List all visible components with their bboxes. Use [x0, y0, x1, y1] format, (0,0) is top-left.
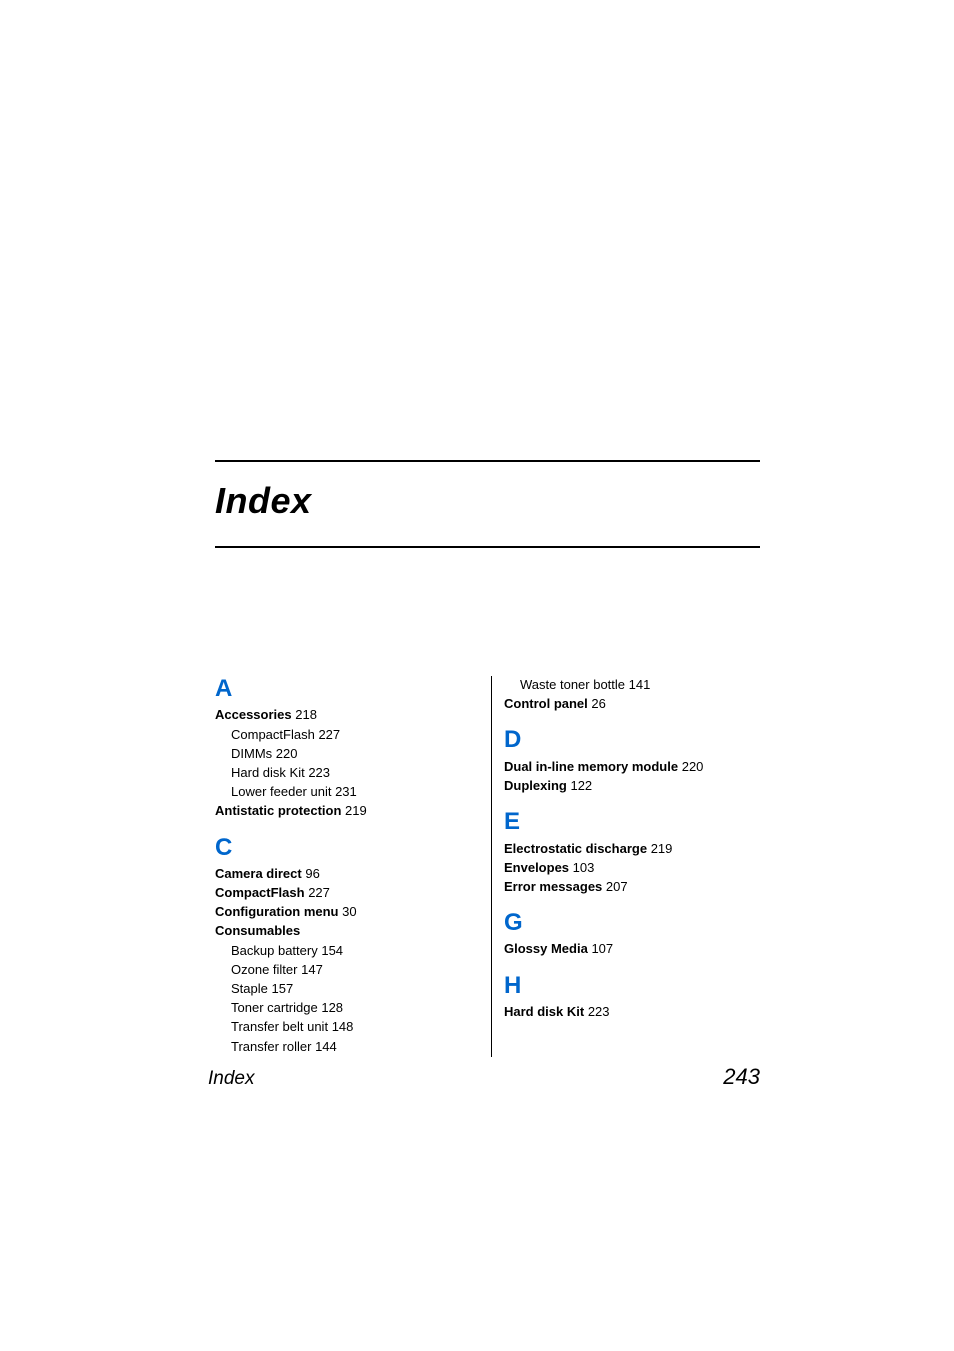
index-subentry: Transfer belt unit 148 — [231, 1018, 475, 1036]
index-entry: Duplexing 122 — [504, 777, 751, 795]
index-term: CompactFlash — [215, 885, 305, 900]
index-subentry: Toner cartridge 128 — [231, 999, 475, 1017]
index-entry: Dual in-line memory module 220 — [504, 758, 751, 776]
index-subentry: Backup battery 154 — [231, 942, 475, 960]
index-columns: AAccessories 218CompactFlash 227DIMMs 22… — [215, 676, 760, 1057]
index-term: Control panel — [504, 696, 588, 711]
index-entry: CompactFlash 227 — [215, 884, 475, 902]
index-page-ref: 30 — [342, 904, 356, 919]
index-page-ref: 147 — [301, 962, 323, 977]
index-entry: Configuration menu 30 — [215, 903, 475, 921]
index-sub-label: Ozone filter — [231, 962, 297, 977]
index-page-ref: 122 — [570, 778, 592, 793]
index-entry: Antistatic protection 219 — [215, 802, 475, 820]
index-page-ref: 157 — [272, 981, 294, 996]
index-page-ref: 220 — [682, 759, 704, 774]
index-term: Camera direct — [215, 866, 302, 881]
index-term: Hard disk Kit — [504, 1004, 584, 1019]
index-term: Error messages — [504, 879, 602, 894]
index-subentry: Ozone filter 147 — [231, 961, 475, 979]
index-page-ref: 223 — [308, 765, 330, 780]
index-sub-label: CompactFlash — [231, 727, 315, 742]
index-sub-label: Lower feeder unit — [231, 784, 331, 799]
index-term: Configuration menu — [215, 904, 339, 919]
index-term: Accessories — [215, 707, 292, 722]
index-entry: Hard disk Kit 223 — [504, 1003, 751, 1021]
index-letter-e: E — [504, 809, 751, 835]
index-term: Glossy Media — [504, 941, 588, 956]
index-entry: Electrostatic discharge 219 — [504, 840, 751, 858]
index-subentry: DIMMs 220 — [231, 745, 475, 763]
index-entry: Error messages 207 — [504, 878, 751, 896]
index-page-ref: 220 — [276, 746, 298, 761]
index-term: Dual in-line memory module — [504, 759, 678, 774]
index-page-ref: 231 — [335, 784, 357, 799]
index-page-ref: 219 — [651, 841, 673, 856]
page-footer: Index 243 — [208, 1064, 760, 1090]
index-term: Envelopes — [504, 860, 569, 875]
index-page-ref: 227 — [318, 727, 340, 742]
index-page-ref: 207 — [606, 879, 628, 894]
index-term: Duplexing — [504, 778, 567, 793]
index-page-ref: 227 — [308, 885, 330, 900]
index-page-ref: 26 — [591, 696, 605, 711]
index-term: Consumables — [215, 923, 300, 938]
index-letter-a: A — [215, 676, 475, 702]
index-page-ref: 128 — [321, 1000, 343, 1015]
index-page-ref: 148 — [332, 1019, 354, 1034]
index-sub-label: Staple — [231, 981, 268, 996]
index-column-left: AAccessories 218CompactFlash 227DIMMs 22… — [215, 676, 491, 1057]
index-page-ref: 103 — [573, 860, 595, 875]
index-subentry: Hard disk Kit 223 — [231, 764, 475, 782]
index-term: Electrostatic discharge — [504, 841, 647, 856]
index-sub-label: Waste toner bottle — [520, 677, 625, 692]
index-page-ref: 218 — [295, 707, 317, 722]
index-sub-label: Toner cartridge — [231, 1000, 318, 1015]
index-subentry: Lower feeder unit 231 — [231, 783, 475, 801]
index-term: Antistatic protection — [215, 803, 341, 818]
index-sub-label: Transfer belt unit — [231, 1019, 328, 1034]
index-entry: Consumables — [215, 922, 475, 940]
index-page-ref: 219 — [345, 803, 367, 818]
footer-title: Index — [208, 1068, 254, 1090]
index-column-right: Waste toner bottle 141Control panel 26DD… — [491, 676, 751, 1057]
index-entry: Envelopes 103 — [504, 859, 751, 877]
index-subentry: Waste toner bottle 141 — [520, 676, 751, 694]
index-entry: Camera direct 96 — [215, 865, 475, 883]
index-page: Index AAccessories 218CompactFlash 227DI… — [215, 460, 760, 1057]
index-entry: Control panel 26 — [504, 695, 751, 713]
page-title: Index — [215, 480, 760, 522]
index-letter-c: C — [215, 835, 475, 861]
index-page-ref: 141 — [629, 677, 651, 692]
index-entry: Glossy Media 107 — [504, 940, 751, 958]
index-sub-label: DIMMs — [231, 746, 272, 761]
index-subentry: Transfer roller 144 — [231, 1038, 475, 1056]
title-block: Index — [215, 460, 760, 548]
index-sub-label: Hard disk Kit — [231, 765, 305, 780]
index-letter-g: G — [504, 910, 751, 936]
index-subentry: CompactFlash 227 — [231, 726, 475, 744]
index-subentry: Staple 157 — [231, 980, 475, 998]
footer-page-number: 243 — [723, 1064, 760, 1090]
index-entry: Accessories 218 — [215, 706, 475, 724]
index-sub-label: Transfer roller — [231, 1039, 311, 1054]
index-page-ref: 223 — [588, 1004, 610, 1019]
index-page-ref: 96 — [305, 866, 319, 881]
index-letter-d: D — [504, 727, 751, 753]
index-sub-label: Backup battery — [231, 943, 318, 958]
index-letter-h: H — [504, 973, 751, 999]
index-page-ref: 154 — [321, 943, 343, 958]
index-page-ref: 144 — [315, 1039, 337, 1054]
index-page-ref: 107 — [591, 941, 613, 956]
